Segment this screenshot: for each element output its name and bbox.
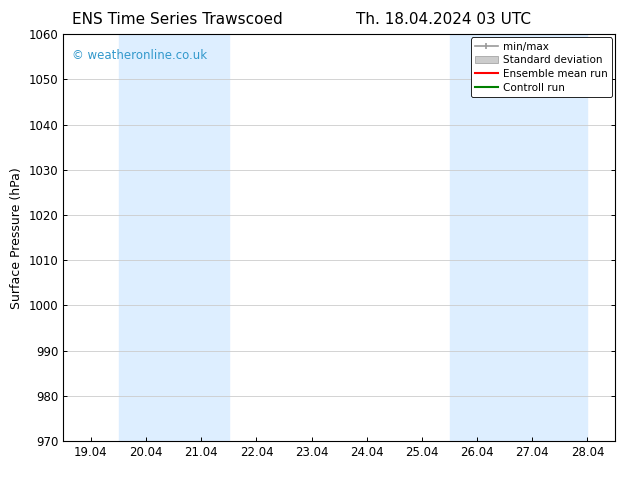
Text: Th. 18.04.2024 03 UTC: Th. 18.04.2024 03 UTC: [356, 12, 531, 27]
Y-axis label: Surface Pressure (hPa): Surface Pressure (hPa): [10, 167, 23, 309]
Bar: [119, 34, 229, 441]
Text: ENS Time Series Trawscoed: ENS Time Series Trawscoed: [72, 12, 283, 27]
Bar: [450, 34, 588, 441]
Text: © weatheronline.co.uk: © weatheronline.co.uk: [72, 49, 207, 62]
Legend: min/max, Standard deviation, Ensemble mean run, Controll run: min/max, Standard deviation, Ensemble me…: [470, 37, 612, 97]
